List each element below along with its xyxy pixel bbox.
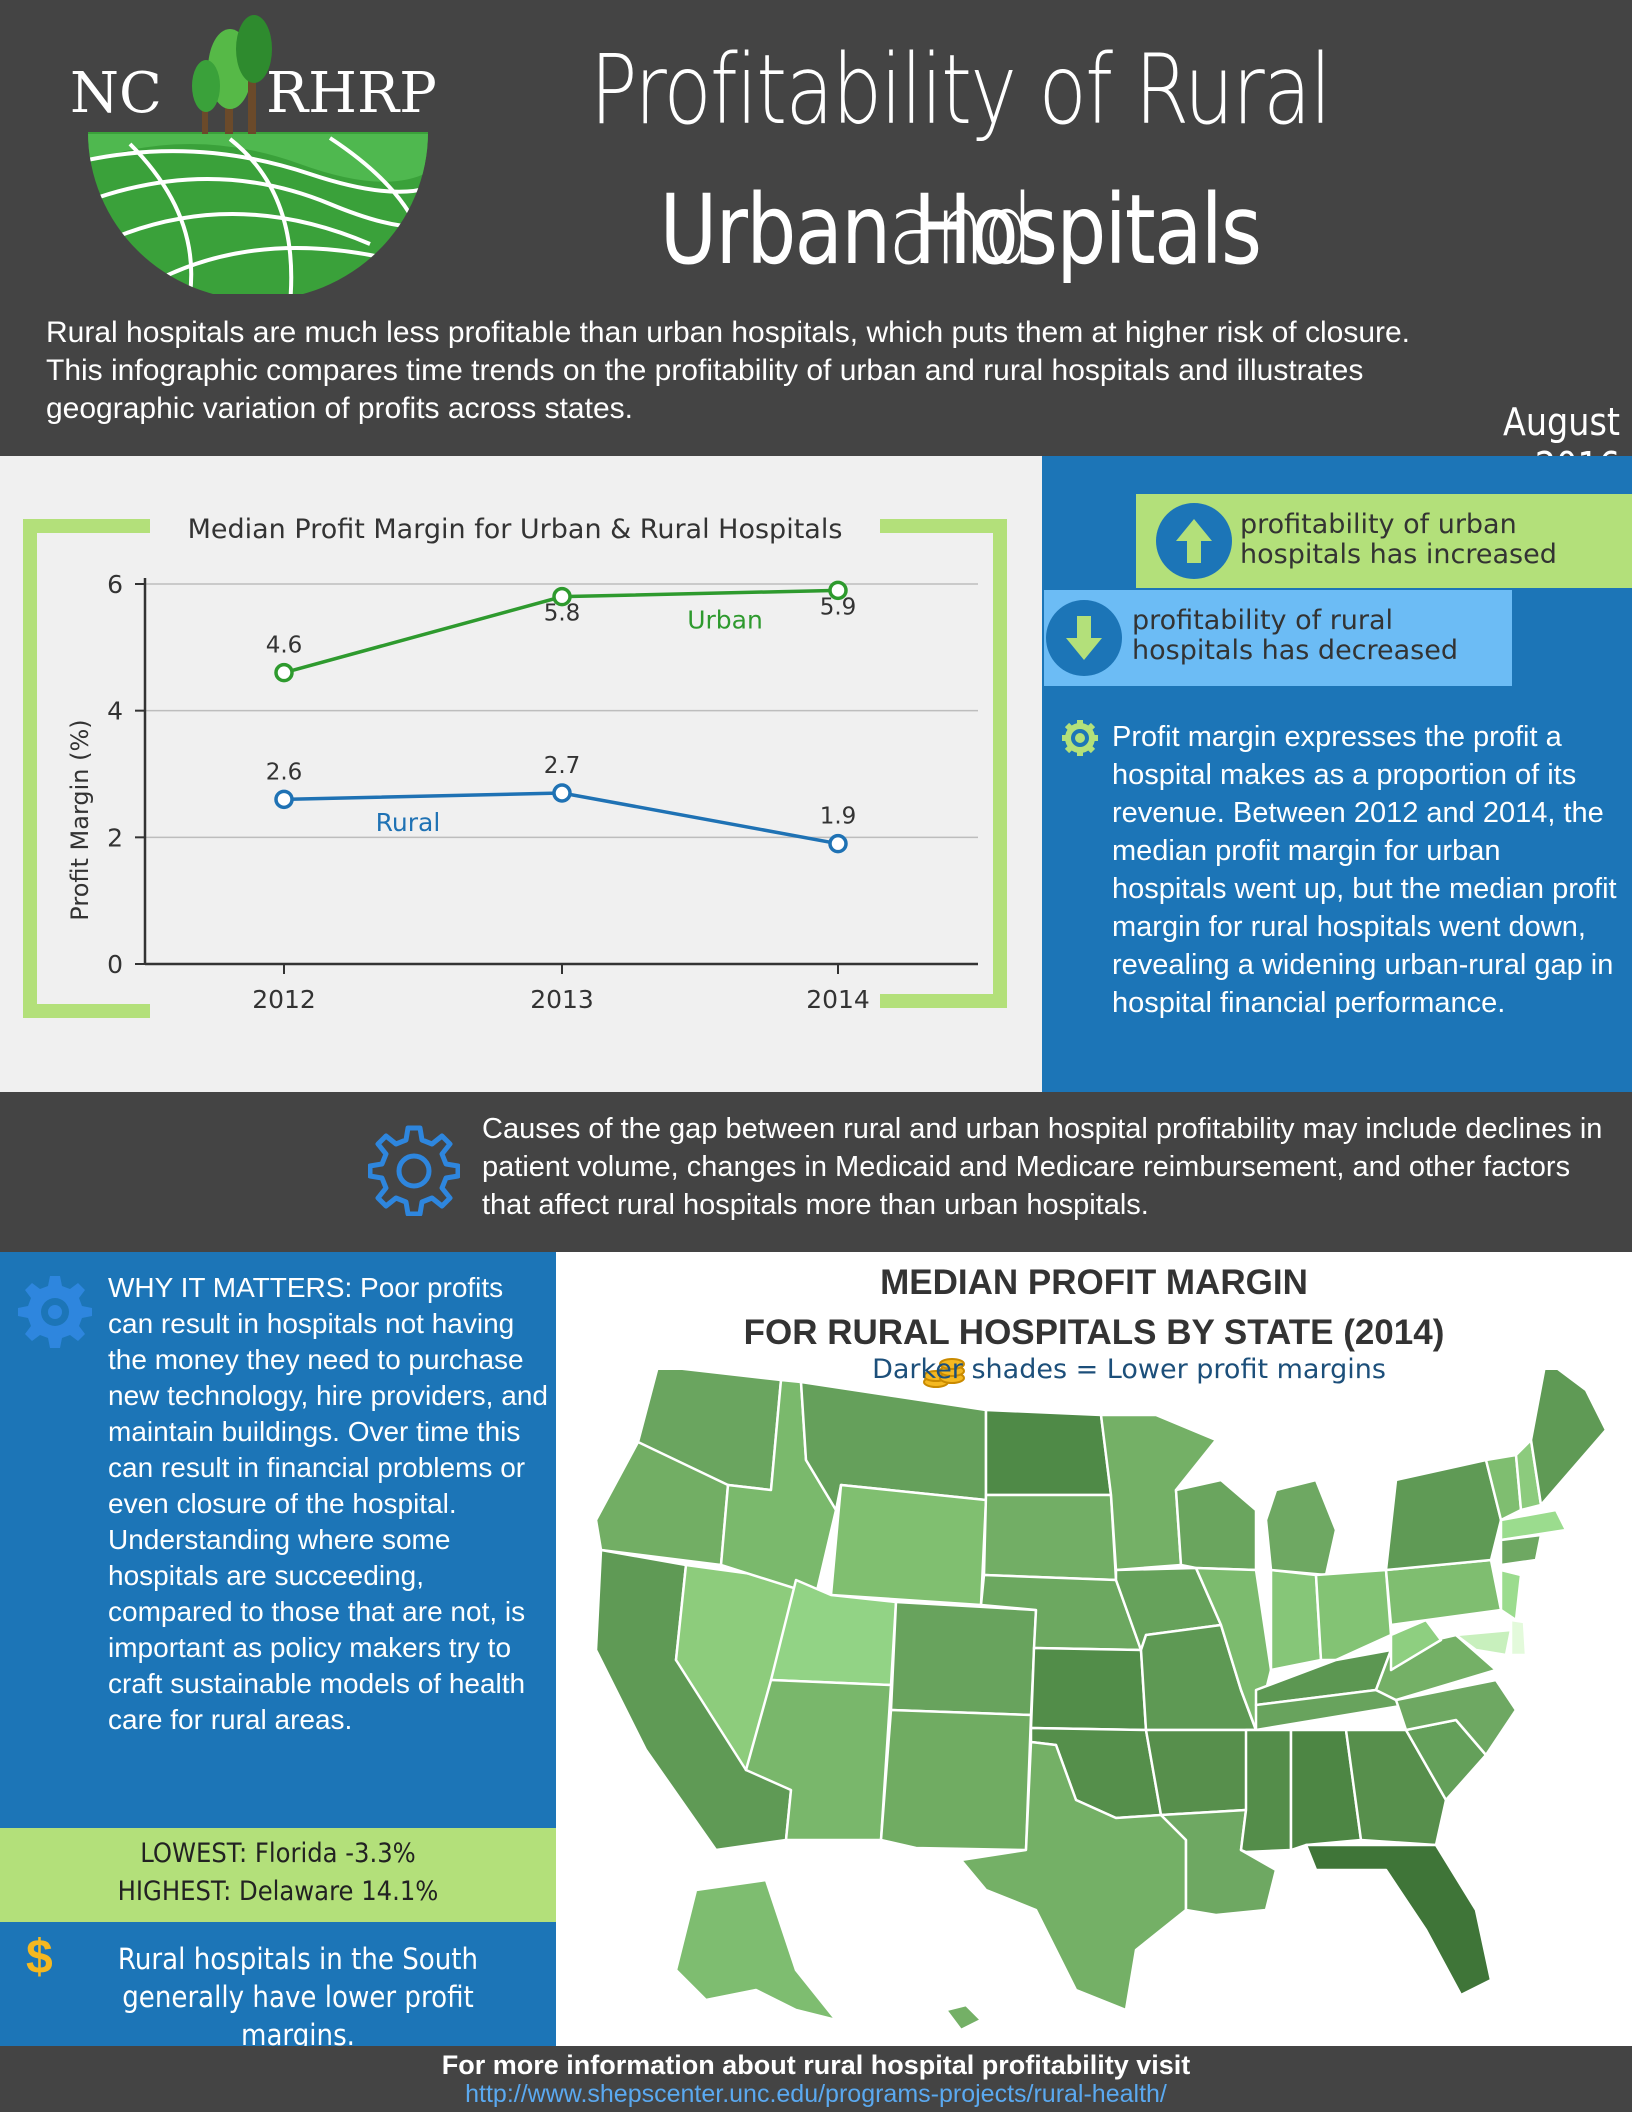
profit-margin-chart: 0 2 4 6 2012 2013 2014 4.6 5.8 5.9 Urban 2.6 2.7 1.9… (23, 514, 1007, 1018)
causes-band (0, 1092, 1632, 1252)
highest-state: HIGHEST: Delaware 14.1% (117, 1876, 439, 1907)
data-label: 5.8 (544, 601, 581, 627)
state-hawaii (944, 2003, 983, 2032)
footer-text: For more information about rural hospita… (441, 2050, 1191, 2080)
series-name-urban: Urban (687, 605, 763, 634)
state-michigan (1264, 1478, 1338, 1577)
state-texas (959, 1740, 1188, 2012)
x-tick-label: 2014 (806, 985, 870, 1014)
chart-title: Median Profit Margin for Urban & Rural H… (188, 514, 843, 545)
series-name-rural: Rural (376, 808, 441, 837)
gear-icon (18, 1276, 92, 1348)
y-tick-label: 2 (107, 823, 123, 852)
rural-trend-box: profitability of rural hospitals has dec… (1044, 590, 1512, 686)
state-maryland (1454, 1628, 1513, 1657)
state-new-mexico (879, 1708, 1033, 1852)
state-florida (1304, 1843, 1493, 1997)
dollar-icon: $ (26, 1931, 53, 1984)
intro-text: Rural hospitals are much less profitable… (46, 316, 1411, 425)
chart-bracket-left (23, 519, 150, 1018)
chart-bracket-right (880, 519, 1007, 1008)
x-tick-label: 2012 (252, 985, 316, 1014)
coins-icon (923, 1358, 965, 1388)
y-tick-label: 4 (107, 697, 123, 726)
map-legend: Darker shades = Lower profit margins (872, 1354, 1386, 1385)
data-point-rural (274, 789, 294, 810)
why-it-matters-panel (0, 1252, 556, 1828)
y-tick-label: 6 (107, 570, 123, 599)
footer-link[interactable]: http://www.shepscenter.unc.edu/programs-… (465, 2080, 1167, 2108)
data-label: 2.7 (544, 753, 581, 779)
state-west-virginia (1389, 1618, 1443, 1672)
rural-trend-text: profitability of rural hospitals has dec… (1132, 605, 1459, 666)
footer-band (0, 2046, 1632, 2112)
gear-icon (1062, 720, 1098, 756)
ncrhrp-logo: NC RHRP (70, 15, 437, 294)
state-south-dakota (982, 1493, 1118, 1582)
state-kansas (1029, 1646, 1148, 1732)
state-wisconsin (1174, 1478, 1258, 1572)
data-label: 1.9 (820, 804, 857, 830)
map-title-line1: MEDIAN PROFIT MARGIN (880, 1263, 1308, 1302)
state-new-york (1384, 1458, 1503, 1572)
data-point-rural (828, 833, 848, 854)
causes-text: Causes of the gap between rural and urba… (482, 1113, 1603, 1221)
state-colorado (889, 1600, 1038, 1717)
state-ohio (1314, 1568, 1393, 1662)
page-title-line2: Urban Hospitals (659, 174, 1262, 286)
state-north-carolina (1394, 1678, 1518, 1757)
logo-text: NC (70, 61, 162, 126)
state-north-dakota (984, 1408, 1113, 1497)
chart-y-axis-label: Profit Margin (%) (66, 719, 94, 920)
state-delaware (1509, 1618, 1528, 1657)
extremes-band: LOWEST: Florida -3.3% HIGHEST: Delaware … (0, 1828, 556, 1922)
state-arkansas (1144, 1728, 1258, 1817)
us-state-map (594, 1370, 1608, 2032)
data-point-urban (552, 586, 572, 607)
data-point-urban (828, 580, 848, 601)
svg-text:RHRP: RHRP (266, 61, 437, 126)
state-arizona (744, 1678, 893, 1842)
arrow-down-icon (1046, 600, 1122, 676)
data-label: 5.9 (820, 594, 857, 620)
why-it-matters-text: WHY IT MATTERS: Poor profits can result … (108, 1272, 548, 1735)
map-title-line2: FOR RURAL HOSPITALS BY STATE (2014) (743, 1313, 1445, 1352)
south-note-text: Rural hospitals in the South generally h… (117, 1942, 479, 2052)
arrow-up-icon (1156, 503, 1232, 579)
data-point-urban (274, 662, 294, 683)
state-pennsylvania (1384, 1558, 1503, 1627)
urban-trend-text: profitability of urban hospitals has inc… (1240, 509, 1557, 570)
urban-trend-box: profitability of urban hospitals has inc… (1136, 494, 1632, 588)
state-massachusetts (1499, 1508, 1568, 1542)
state-alaska (674, 1878, 838, 2022)
chart-panel (0, 456, 1042, 1092)
gear-outline-icon (368, 1125, 460, 1216)
page-title: Profitability of Rural and (590, 34, 1332, 286)
state-mississippi (1239, 1728, 1293, 1854)
state-maine (1529, 1370, 1608, 1507)
x-tick-label: 2013 (530, 985, 594, 1014)
data-point-rural (552, 783, 572, 803)
south-note-panel (0, 1922, 556, 2046)
state-indiana (1269, 1568, 1323, 1672)
state-connecticut (1499, 1533, 1543, 1567)
state-wyoming (829, 1483, 988, 1607)
data-label: 4.6 (266, 633, 303, 659)
data-label: 2.6 (266, 759, 303, 785)
state-new-jersey (1499, 1568, 1523, 1622)
map-title: MEDIAN PROFIT MARGIN FOR RURAL HOSPITALS… (556, 1258, 1632, 1358)
state-alabama (1289, 1728, 1363, 1852)
y-tick-label: 0 (107, 950, 123, 979)
profit-margin-explanation: Profit margin expresses the profit a hos… (1112, 721, 1617, 1019)
lowest-state: LOWEST: Florida -3.3% (140, 1838, 416, 1869)
state-oregon (594, 1440, 730, 1567)
